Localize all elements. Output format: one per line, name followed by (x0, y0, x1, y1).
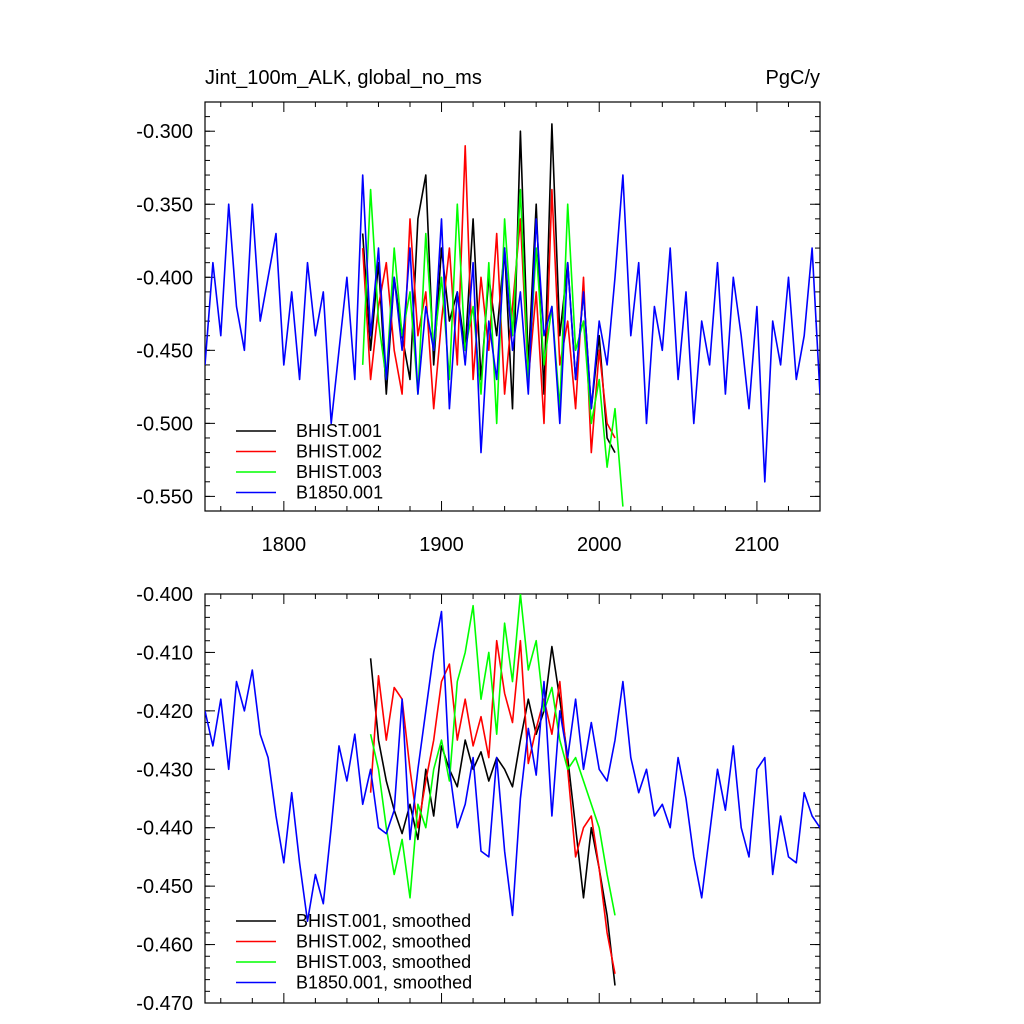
top-series-group (205, 123, 820, 507)
bottom-legend-label: BHIST.001, smoothed (296, 911, 471, 931)
top-panel: 1800 1900 2000 2100 -0.300 -0.350 -0.400 -0.450… (136, 101, 821, 556)
bottom-legend-label: BHIST.003, smoothed (296, 952, 471, 972)
top-y-tick-label: -0.500 (136, 413, 193, 435)
bottom-y-tick-label: -0.410 (136, 642, 193, 664)
bottom-y-tick-label: -0.470 (136, 993, 193, 1015)
top-y-tick-label: -0.550 (136, 486, 193, 508)
top-x-tick-label: 1900 (419, 534, 464, 556)
top-y-tick-label: -0.300 (136, 121, 193, 143)
top-y-tick-label: -0.350 (136, 194, 193, 216)
bottom-series-group (205, 594, 820, 986)
bottom-y-tick-label: -0.430 (136, 759, 193, 781)
bottom-series-line-1 (369, 645, 616, 986)
bottom-y-tick-label: -0.460 (136, 935, 193, 957)
top-y-tick-label: -0.450 (136, 340, 193, 362)
top-series-line-4 (205, 174, 820, 483)
bottom-plot-frame (204, 593, 821, 1004)
chart-units-label: PgC/y (766, 67, 820, 89)
bottom-legend-label: B1850.001, smoothed (296, 973, 472, 993)
bottom-y-tick-label: -0.450 (136, 876, 193, 898)
top-x-tick-label: 2000 (577, 534, 622, 556)
top-legend-label: BHIST.001 (296, 421, 382, 441)
bottom-legend-label: BHIST.002, smoothed (296, 932, 471, 952)
bottom-series-line-4 (205, 610, 820, 923)
top-series-line-2 (361, 145, 616, 454)
top-x-tick-label: 2100 (735, 534, 780, 556)
bottom-y-tick-label: -0.420 (136, 701, 193, 723)
top-legend-label: BHIST.002 (296, 442, 382, 462)
top-y-tick-label: -0.400 (136, 267, 193, 289)
bottom-y-tick-label: -0.400 (136, 584, 193, 606)
bottom-panel: -0.400 -0.410 -0.420 -0.430 -0.440 -0.450 -0.4… (136, 584, 821, 1015)
top-legend-label: BHIST.003 (296, 462, 382, 482)
top-legend-label: B1850.001 (296, 483, 383, 503)
chart-title-left: Jint_100m_ALK, global_no_ms (205, 67, 482, 89)
bottom-y-tick-label: -0.440 (136, 818, 193, 840)
top-x-tick-label: 1800 (262, 534, 307, 556)
top-series-line-1 (361, 123, 616, 453)
bottom-series-line-3 (369, 594, 616, 916)
